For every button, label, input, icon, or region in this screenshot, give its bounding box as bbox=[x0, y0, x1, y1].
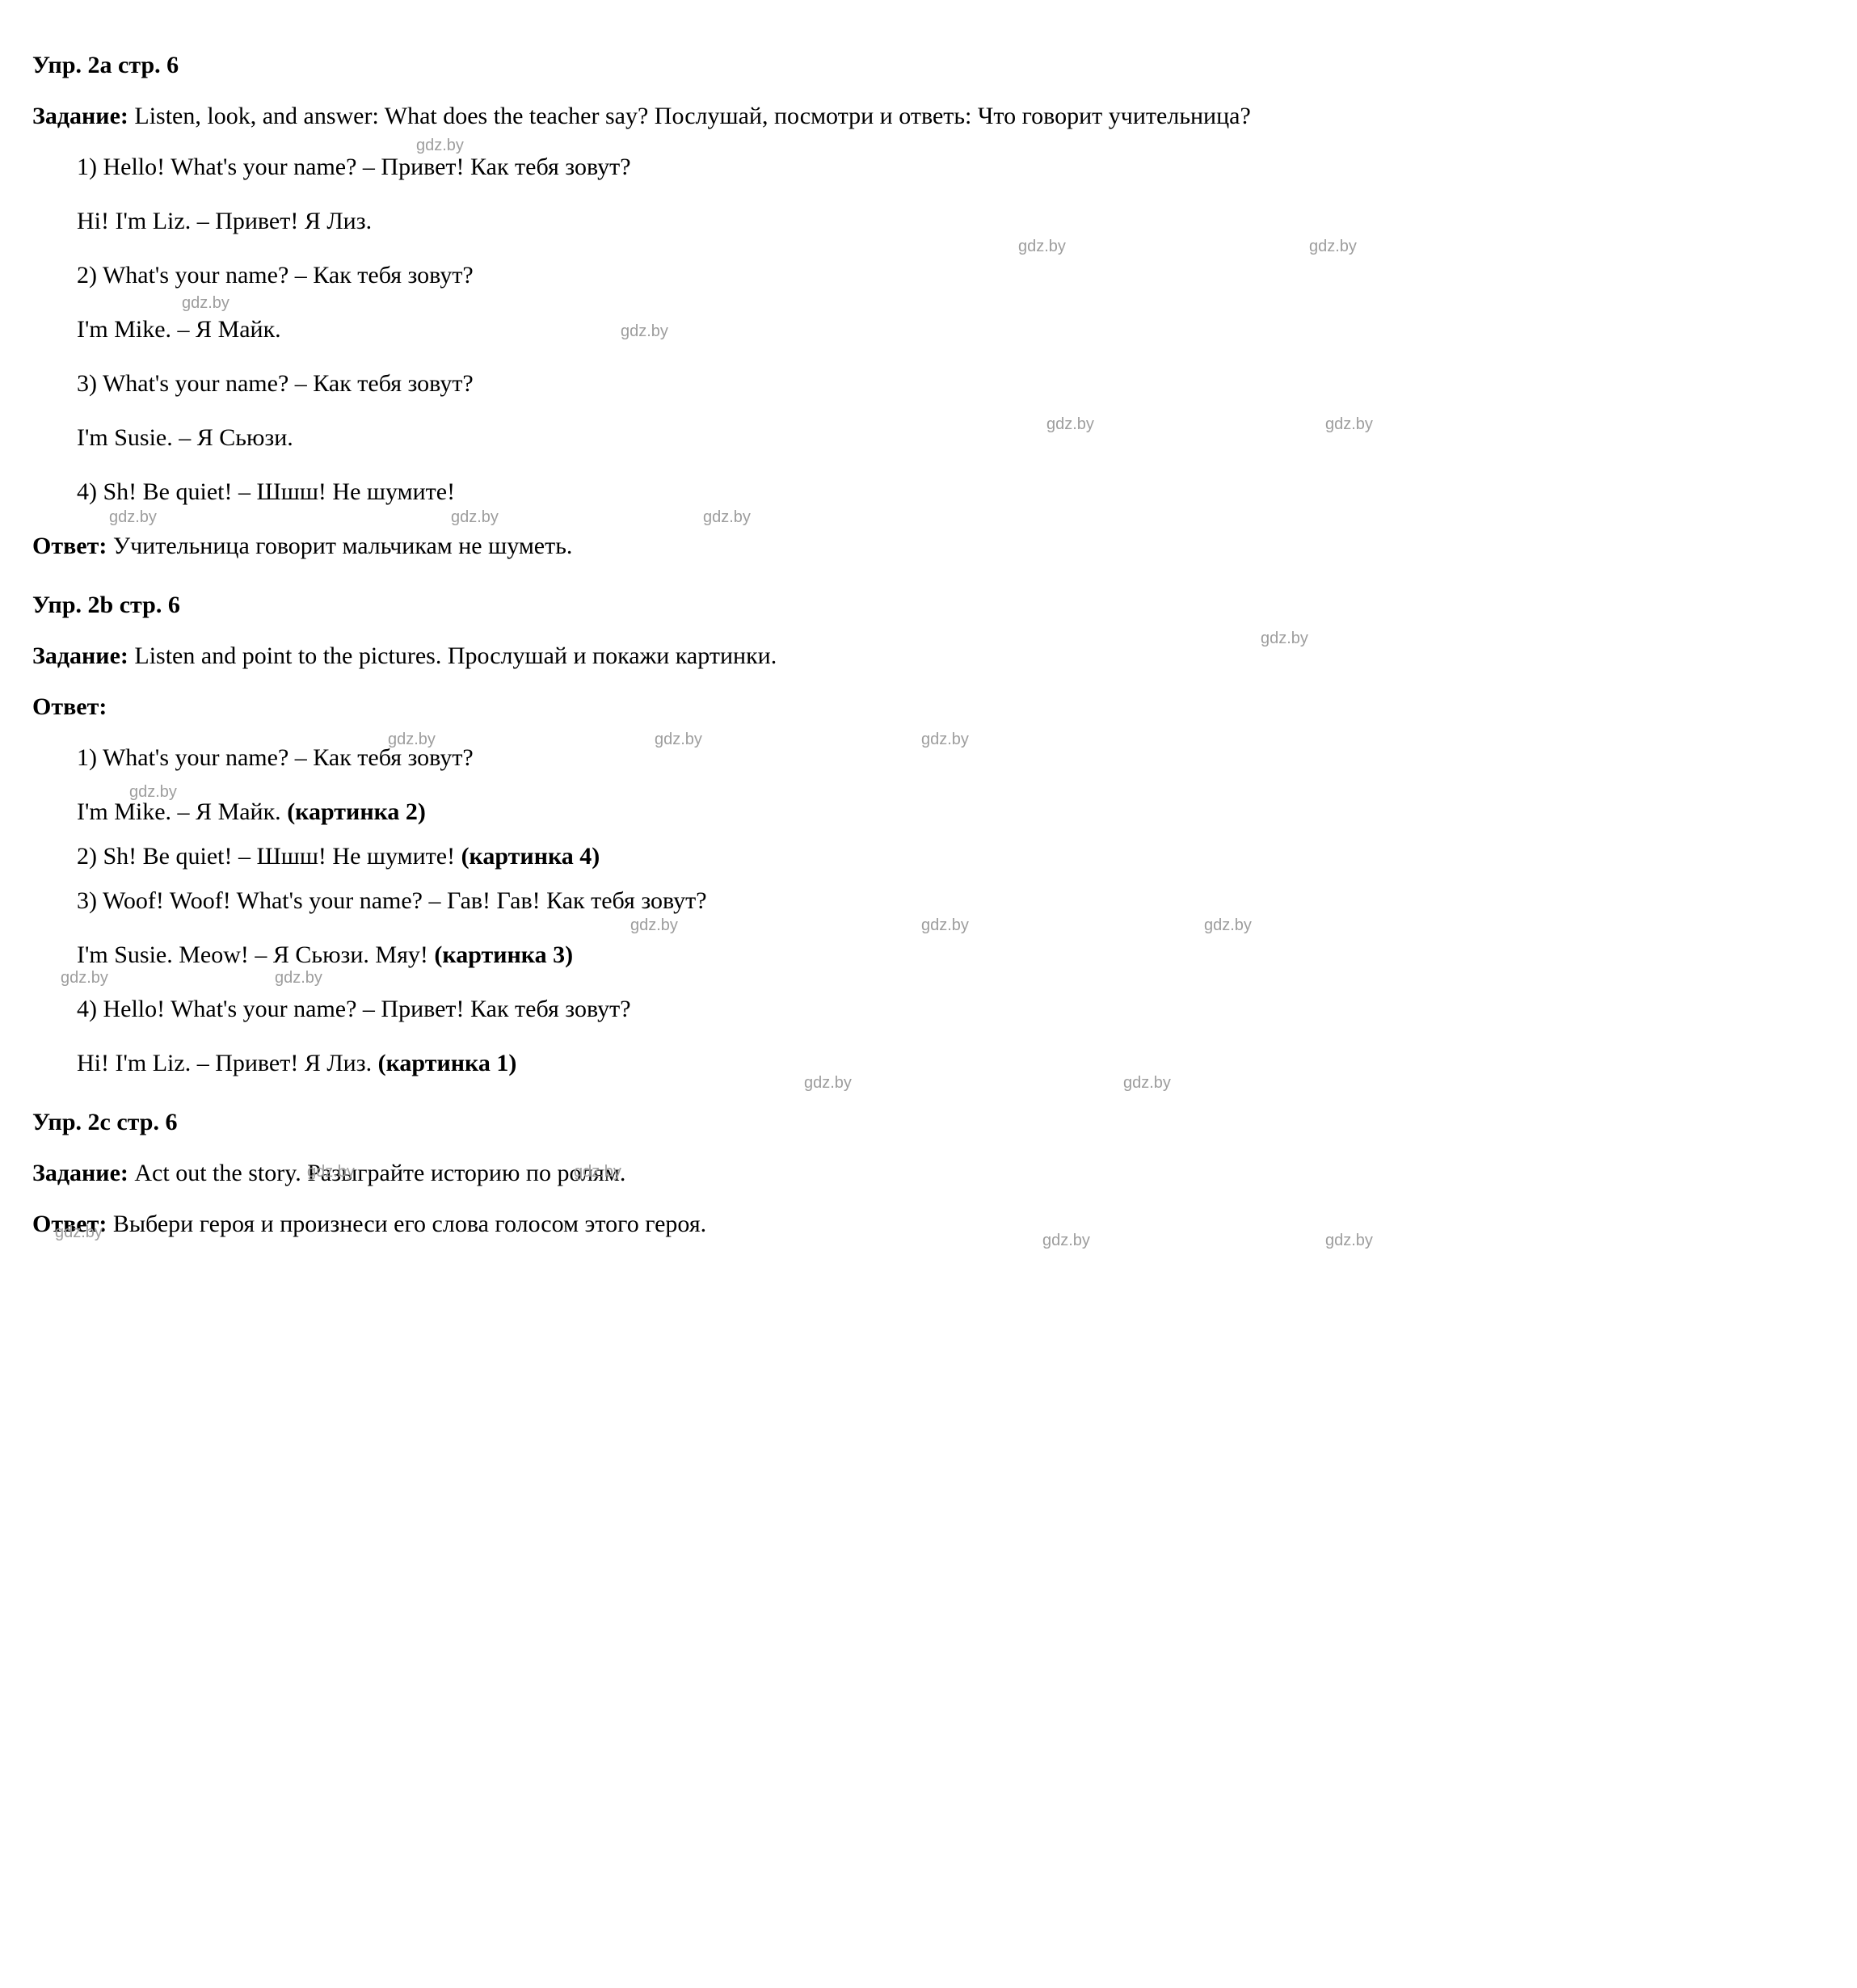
section-2a-answer: Ответ: Учительница говорит мальчикам не … bbox=[32, 528, 1825, 564]
list-item: 4) Hello! What's your name? – Привет! Ка… bbox=[77, 991, 1825, 1027]
section-2a-items: 1) Hello! What's your name? – Привет! Ка… bbox=[32, 149, 1825, 510]
answer-text: Учительница говорит мальчикам не шуметь. bbox=[107, 533, 572, 559]
section-2c-task: Задание: Act out the story. Разыграйте и… bbox=[32, 1155, 1825, 1191]
list-item: 1) Hello! What's your name? – Привет! Ка… bbox=[77, 149, 1825, 185]
item-text: 4) Hello! What's your name? – Привет! Ка… bbox=[77, 996, 631, 1022]
list-item: Hi! I'm Liz. – Привет! Я Лиз. bbox=[77, 203, 1825, 239]
item-bold: (картинка 1) bbox=[378, 1050, 517, 1076]
list-item: Hi! I'm Liz. – Привет! Я Лиз. (картинка … bbox=[77, 1045, 1825, 1081]
task-text: Act out the story. Разыграйте историю по… bbox=[128, 1160, 625, 1186]
section-2b-task: Задание: Listen and point to the picture… bbox=[32, 638, 1825, 674]
list-item: I'm Mike. – Я Майк. bbox=[77, 311, 1825, 347]
item-bold: (картинка 2) bbox=[287, 798, 426, 825]
item-bold: (картинка 4) bbox=[461, 843, 600, 870]
task-label: Задание: bbox=[32, 103, 128, 129]
item-text: 2) Sh! Be quiet! – Шшш! Не шумите! bbox=[77, 843, 461, 870]
answer-label: Ответ: bbox=[32, 533, 107, 559]
item-text: 1) What's your name? – Как тебя зовут? bbox=[77, 744, 474, 771]
item-text: 3) Woof! Woof! What's your name? – Гав! … bbox=[77, 887, 707, 914]
task-text: Listen and point to the pictures. Прослу… bbox=[128, 642, 777, 669]
list-item: I'm Susie. Meow! – Я Сьюзи. Мяу! (картин… bbox=[77, 937, 1825, 973]
list-item: 3) What's your name? – Как тебя зовут? bbox=[77, 365, 1825, 402]
item-text: Hi! I'm Liz. – Привет! Я Лиз. bbox=[77, 1050, 378, 1076]
task-label: Задание: bbox=[32, 1160, 128, 1186]
answer-label: Ответ: bbox=[32, 693, 107, 720]
section-2b-heading: Упр. 2b стр. 6 bbox=[32, 587, 1825, 623]
list-item: 1) What's your name? – Как тебя зовут? bbox=[77, 739, 1825, 776]
list-item: 2) Sh! Be quiet! – Шшш! Не шумите! (карт… bbox=[77, 838, 1825, 874]
item-text: I'm Mike. – Я Майк. bbox=[77, 798, 287, 825]
answer-text: Выбери героя и произнеси его слова голос… bbox=[107, 1211, 706, 1237]
section-2c-heading: Упр. 2с стр. 6 bbox=[32, 1104, 1825, 1140]
task-text: Listen, look, and answer: What does the … bbox=[128, 103, 1251, 129]
list-item: I'm Mike. – Я Майк. (картинка 2) bbox=[77, 794, 1825, 830]
section-2a-heading: Упр. 2a стр. 6 bbox=[32, 47, 1825, 83]
answer-label: Ответ: bbox=[32, 1211, 107, 1237]
task-label: Задание: bbox=[32, 642, 128, 669]
list-item: 4) Sh! Be quiet! – Шшш! Не шумите! bbox=[77, 474, 1825, 510]
item-bold: (картинка 3) bbox=[434, 941, 573, 968]
list-item: 3) Woof! Woof! What's your name? – Гав! … bbox=[77, 882, 1825, 919]
section-2b-items: 1) What's your name? – Как тебя зовут? I… bbox=[32, 739, 1825, 1081]
list-item: I'm Susie. – Я Сьюзи. bbox=[77, 419, 1825, 456]
section-2b-answer-label: Ответ: bbox=[32, 689, 1825, 725]
list-item: 2) What's your name? – Как тебя зовут? bbox=[77, 257, 1825, 293]
item-text: I'm Susie. Meow! – Я Сьюзи. Мяу! bbox=[77, 941, 434, 968]
section-2c-answer: Ответ: Выбери героя и произнеси его слов… bbox=[32, 1206, 1825, 1242]
section-2a-task: Задание: Listen, look, and answer: What … bbox=[32, 98, 1825, 134]
